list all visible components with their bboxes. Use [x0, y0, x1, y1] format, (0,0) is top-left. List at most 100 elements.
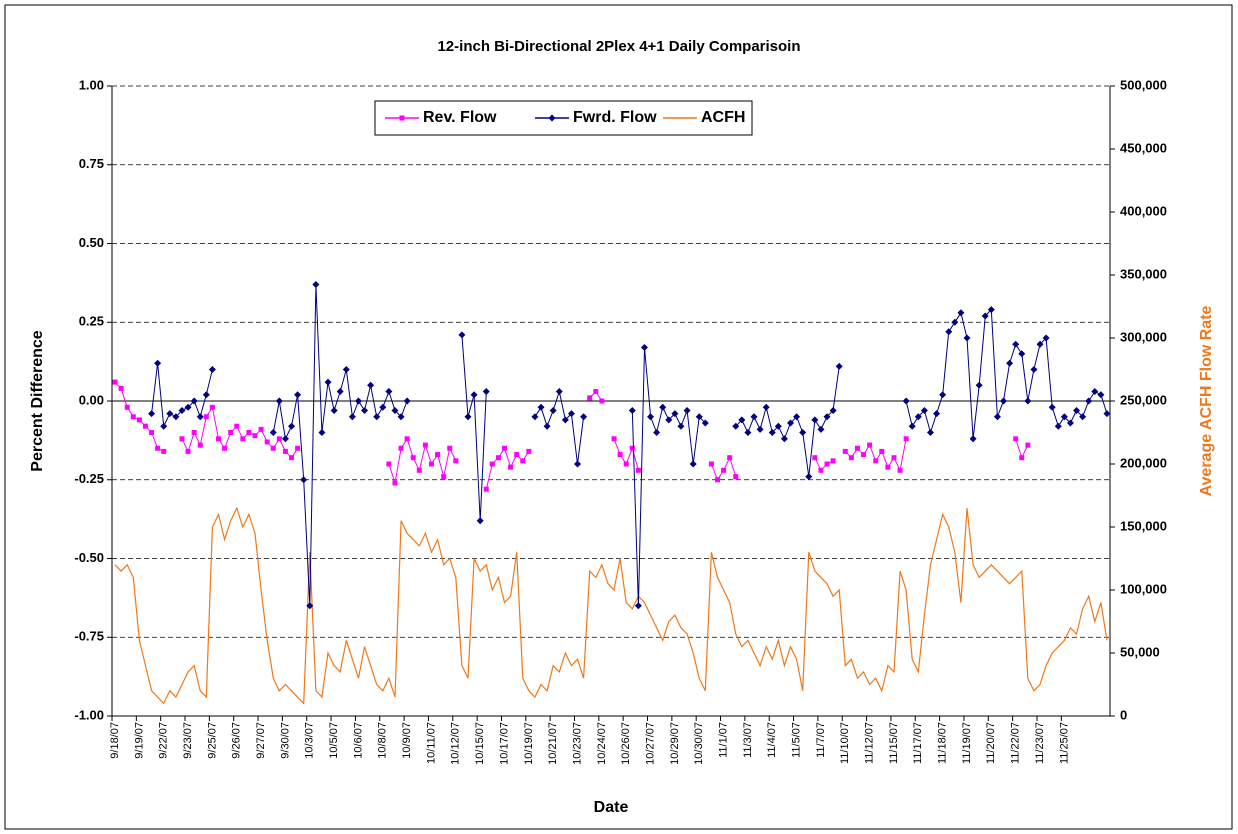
data-point [665, 416, 673, 424]
x-tick-label: 9/27/07 [255, 722, 267, 759]
data-point [738, 416, 746, 424]
data-point [191, 430, 197, 435]
data-point [861, 452, 867, 458]
data-point [502, 445, 508, 451]
data-point [318, 429, 326, 436]
x-tick-label: 10/3/07 [304, 722, 316, 759]
legend-label: ACFH [701, 109, 745, 126]
data-point [1085, 397, 1093, 405]
data-point [854, 445, 860, 451]
x-tick-label: 10/9/07 [401, 722, 413, 759]
data-point [202, 391, 210, 399]
data-point [379, 403, 387, 411]
data-point [587, 395, 593, 401]
y2-tick-label: 150,000 [1120, 518, 1167, 533]
x-tick-label: 10/23/07 [571, 722, 583, 765]
x-tick-label: 10/19/07 [523, 722, 535, 765]
data-point [787, 419, 795, 427]
data-point [447, 445, 453, 451]
data-point [1042, 334, 1050, 342]
data-point [282, 448, 288, 454]
data-point [112, 379, 118, 385]
data-point [727, 455, 733, 461]
data-point [1097, 391, 1105, 399]
y2-tick-label: 200,000 [1120, 455, 1167, 470]
data-point [252, 433, 258, 439]
data-point [495, 455, 501, 461]
x-tick-label: 9/19/07 [133, 722, 145, 759]
data-point [482, 388, 490, 396]
data-point [160, 422, 168, 430]
x-tick-label: 11/15/07 [888, 722, 900, 764]
x-tick-label: 11/5/07 [791, 722, 803, 758]
x-tick-label: 10/5/07 [328, 722, 340, 759]
x-tick-label: 9/18/07 [109, 722, 121, 759]
data-point [1025, 442, 1031, 448]
data-point [902, 397, 910, 405]
data-point [939, 391, 947, 399]
data-point [470, 391, 478, 399]
data-point [416, 467, 422, 473]
legend-marker [548, 114, 556, 122]
data-point [683, 406, 691, 414]
data-point [567, 410, 575, 418]
y-tick-label: -0.50 [74, 550, 104, 565]
data-point [281, 435, 289, 443]
y-tick-label: 1.00 [79, 77, 104, 92]
data-point [635, 467, 641, 473]
x-tick-label: 10/30/07 [693, 722, 705, 765]
data-point [640, 343, 648, 351]
data-point [555, 388, 563, 396]
x-tick-label: 10/8/07 [377, 722, 389, 759]
data-point [172, 413, 180, 421]
data-point [812, 455, 818, 461]
data-point [774, 422, 782, 430]
data-point [289, 455, 295, 461]
data-point [392, 480, 398, 486]
data-point [969, 435, 977, 443]
data-point [373, 413, 381, 421]
data-point [1013, 436, 1019, 442]
data-point [1048, 403, 1056, 411]
data-point [708, 461, 714, 467]
x-tick-label: 11/18/07 [937, 722, 949, 764]
data-point [914, 413, 922, 421]
data-point [386, 461, 392, 467]
data-point [136, 417, 142, 423]
y2-tick-label: 500,000 [1120, 77, 1167, 92]
x-tick-label: 11/1/07 [717, 722, 729, 758]
data-point [453, 458, 459, 464]
data-point [428, 461, 434, 467]
data-point [435, 452, 441, 458]
data-point [161, 448, 167, 454]
data-point [196, 413, 204, 421]
y2-axis-label: Average ACFH Flow Rate [1198, 305, 1215, 496]
data-point [1103, 410, 1111, 418]
x-tick-label: 11/10/07 [839, 722, 851, 764]
data-point [276, 436, 282, 442]
data-point [385, 388, 393, 396]
y-tick-label: 0.25 [79, 314, 104, 329]
data-point [732, 422, 740, 430]
y2-tick-label: 350,000 [1120, 266, 1167, 281]
data-point [561, 416, 569, 424]
data-point [903, 436, 909, 442]
data-point [1091, 388, 1099, 396]
data-point [945, 328, 953, 336]
data-point [957, 309, 965, 317]
data-point [714, 477, 720, 483]
data-point [179, 436, 185, 442]
data-point [514, 452, 520, 458]
data-point [1036, 340, 1044, 348]
data-point [744, 429, 752, 436]
data-point [750, 413, 758, 421]
data-point [987, 306, 995, 314]
data-point [391, 406, 399, 414]
data-point [867, 442, 873, 448]
data-point [1018, 350, 1026, 358]
data-point [234, 423, 240, 429]
x-tick-label: 11/4/07 [766, 722, 778, 758]
data-point [768, 429, 776, 436]
x-axis-label: Date [594, 799, 629, 816]
y2-tick-label: 250,000 [1120, 392, 1167, 407]
